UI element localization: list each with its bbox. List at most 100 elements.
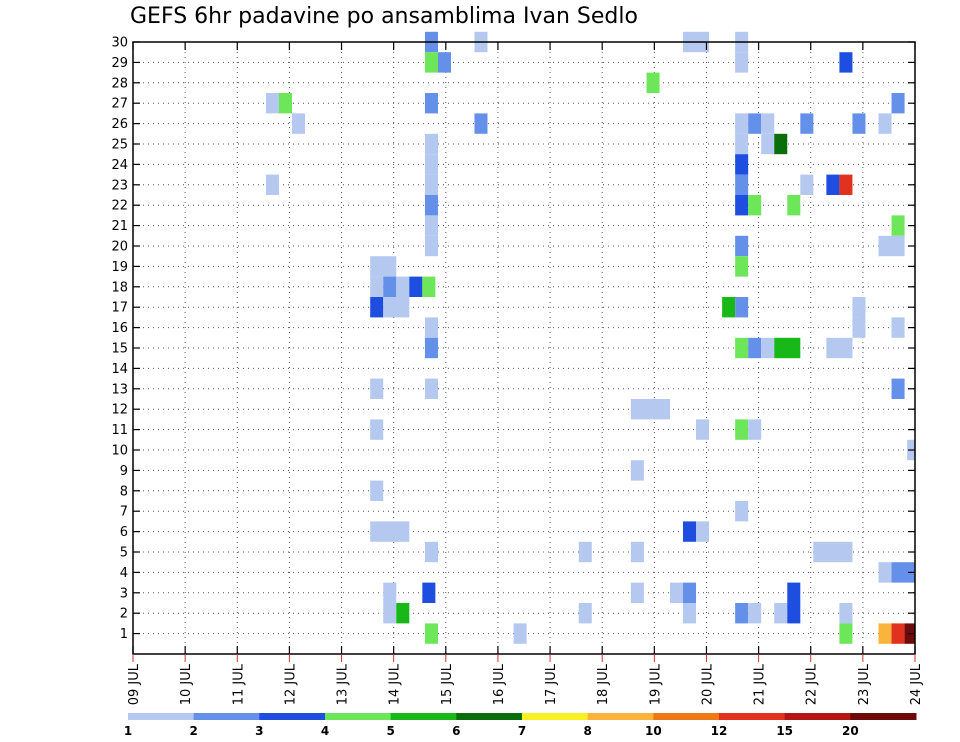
precip-cell [278,93,293,114]
precip-cell [735,174,749,195]
precip-cell [735,419,749,440]
y-tick-label: 8 [120,484,128,499]
precip-cell [265,174,279,195]
colorbar-label: 2 [189,724,197,738]
colorbar-swatch [850,713,917,720]
precip-cell [424,52,438,73]
precip-cell [437,52,452,73]
colorbar-label: 3 [255,724,263,738]
y-tick-label: 18 [111,280,128,295]
x-tick-label: 24 JUL [909,663,924,705]
precip-cell [839,52,853,73]
precip-cell [852,113,866,134]
precip-cell [383,297,410,318]
precip-cell [370,521,410,542]
precip-cell [696,521,710,542]
y-tick-label: 12 [111,403,128,418]
y-tick-label: 10 [111,444,128,459]
colorbar-label: 20 [842,724,859,738]
precip-cell [630,582,644,603]
precip-cell [761,337,775,359]
y-tick-label: 19 [111,260,128,275]
precip-cell [878,113,892,134]
colorbar-swatch [259,713,326,720]
grid-layer [133,42,915,654]
precip-cell [370,419,384,440]
precip-cell [370,378,384,399]
precip-cell [878,235,905,257]
precip-cell [761,133,775,155]
precip-cell [722,297,736,318]
precip-cell [424,215,438,236]
x-tick-label: 11 JUL [231,663,246,705]
precip-cell [683,603,697,624]
precip-cell [774,337,801,359]
axis-layer: 1234567891011121314151617181920212223242… [111,36,924,706]
precip-cell [787,603,801,624]
precip-cell [683,582,697,603]
precip-cell [630,541,644,563]
precip-cell [735,154,749,175]
x-tick-label: 12 JUL [283,663,298,705]
precip-cell [422,582,436,603]
precip-cell [265,93,279,114]
y-tick-label: 3 [120,586,128,601]
colorbar-label: 1 [124,724,132,738]
y-tick-label: 26 [111,117,128,132]
precip-cell [735,256,749,277]
precip-cell [292,113,306,134]
x-tick-label: 19 JUL [648,663,663,705]
precip-cell [748,419,762,440]
colorbar-label: 10 [645,724,662,738]
precip-cell [891,562,915,583]
y-tick-label: 16 [111,321,128,336]
precip-cell [748,195,762,216]
y-tick-label: 11 [111,423,128,438]
y-tick-label: 14 [111,362,128,377]
y-tick-label: 15 [111,342,128,357]
precip-cell [424,378,438,399]
colorbar-swatch [193,713,260,720]
precip-cell [878,623,892,644]
colorbar-swatch [653,713,720,720]
precip-cell [891,93,905,114]
y-tick-label: 20 [111,240,128,255]
y-tick-label: 5 [120,546,128,561]
colorbar-label: 15 [776,724,793,738]
precip-cell [513,623,527,644]
precip-cell [826,337,853,359]
colorbar-swatch [587,713,654,720]
x-tick-label: 14 JUL [388,663,403,705]
precip-cell [383,603,397,624]
precip-cell [852,297,866,318]
precip-cell [424,541,438,563]
x-tick-label: 18 JUL [596,663,611,705]
precip-cell [748,603,762,624]
y-tick-label: 7 [120,505,128,520]
precip-cell [748,113,762,134]
precip-cell [424,93,438,114]
precip-cell [370,276,384,297]
precip-cell [735,133,749,155]
precip-cell [774,133,788,155]
precip-cell [370,480,384,501]
colorbar-label: 5 [386,724,394,738]
colorbar-label: 6 [452,724,460,738]
precip-cell [578,603,592,624]
y-tick-label: 29 [111,56,128,71]
y-tick-label: 4 [120,566,128,581]
precip-cell [826,174,840,195]
precip-cell [424,235,438,257]
precip-cell [424,623,438,644]
x-tick-label: 09 JUL [127,663,142,705]
precip-cell [878,562,892,583]
y-tick-label: 30 [111,36,128,51]
precip-cell [735,195,749,216]
colorbar-label: 4 [321,724,329,738]
precip-cell [891,623,905,644]
precip-cell [735,297,749,318]
colorbar-layer: 1 2 3 4 5 6 7 8 10 12 15 20 [124,713,917,738]
y-tick-label: 24 [111,158,128,173]
y-tick-label: 2 [120,607,128,622]
